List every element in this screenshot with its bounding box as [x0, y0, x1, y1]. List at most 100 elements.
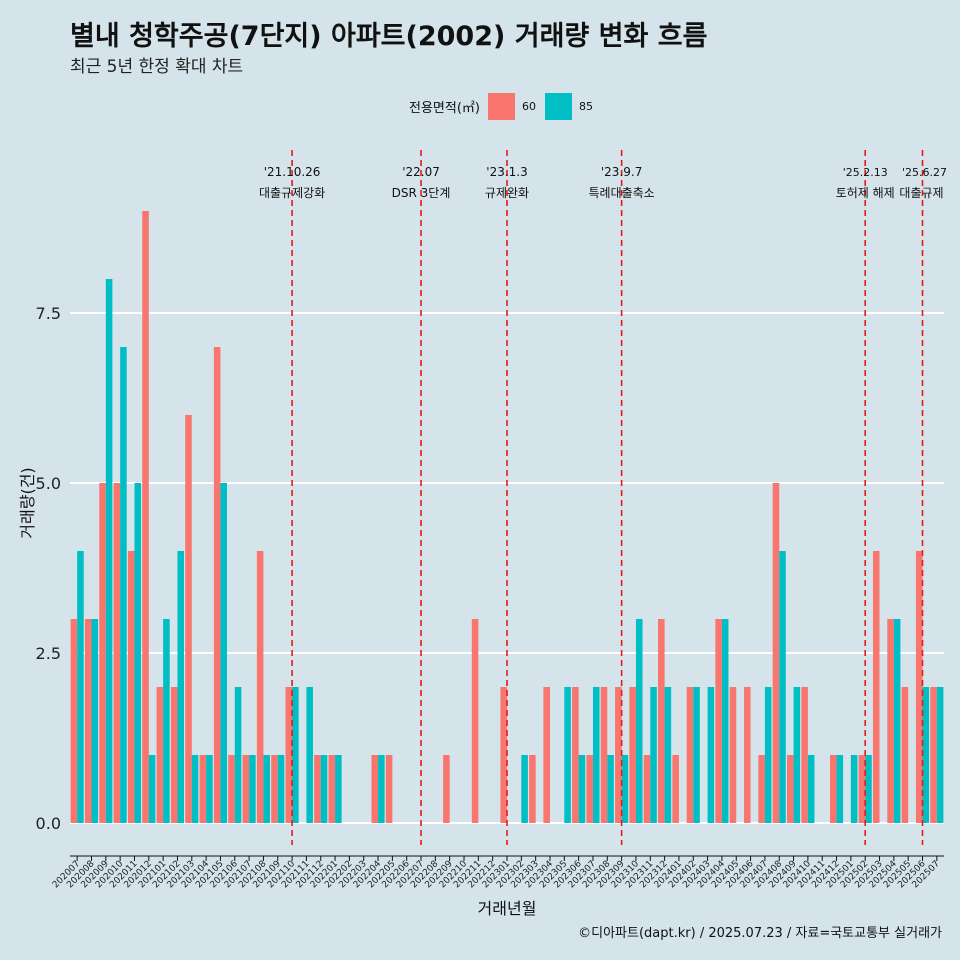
event-label: 대출규제강화: [259, 186, 325, 200]
bar-85-202306: [578, 755, 586, 823]
bar-85-202305: [564, 687, 571, 823]
bar-60-202406: [744, 687, 751, 823]
bar-60-202008: [84, 619, 92, 823]
bar-60-202407: [758, 755, 765, 823]
bar-60-202506: [915, 551, 923, 823]
bar-85-202010: [120, 347, 127, 823]
bar-60-202311: [643, 755, 651, 823]
event-label: 토허제 해제: [836, 186, 895, 200]
bar-85-202112: [320, 755, 328, 823]
bar-85-202412: [836, 755, 844, 823]
bar-85-202504: [893, 619, 901, 823]
bar-60-202112: [314, 755, 321, 823]
bar-85-202107: [249, 755, 256, 823]
bar-60-202103: [185, 415, 192, 823]
event-label: 대출규제: [899, 186, 943, 200]
event-date: '22.07: [402, 165, 440, 179]
chart-subtitle: 최근 5년 한정 확대 차트: [70, 57, 244, 77]
bar-60-202304: [543, 687, 550, 823]
bar-60-202502: [858, 755, 866, 823]
legend-swatch-85: [544, 92, 572, 120]
bar-85-202409: [793, 687, 801, 823]
bar-85-202111: [306, 687, 313, 823]
bar-85-202105: [220, 483, 228, 823]
bar-85-202201: [335, 755, 342, 823]
bar-85-202408: [779, 551, 786, 823]
bar-60-202102: [170, 687, 178, 823]
event-date: '25.2.13: [843, 166, 888, 179]
event-date: '23.9.7: [601, 165, 642, 179]
bar-85-202108: [263, 755, 270, 823]
bar-85-202101: [163, 619, 170, 823]
bar-60-202007: [70, 619, 78, 823]
bar-85-202310: [635, 619, 643, 823]
bar-60-202310: [629, 687, 636, 823]
bar-60-202306: [572, 687, 579, 823]
y-tick-label: 7.5: [36, 304, 61, 323]
bar-60-202010: [113, 483, 121, 823]
bar-60-202402: [686, 687, 694, 823]
bar-85-202103: [191, 755, 199, 823]
bar-85-202506: [922, 687, 930, 823]
bar-60-202301: [500, 687, 507, 823]
bar-60-202209: [443, 755, 450, 823]
bar-60-202504: [887, 619, 894, 823]
bar-85-202404: [721, 619, 729, 823]
bar-85-202011: [134, 483, 142, 823]
bar-60-202105: [213, 347, 221, 823]
bar-60-202104: [199, 755, 207, 823]
bar-85-202307: [592, 687, 600, 823]
y-tick-label: 5.0: [36, 474, 61, 493]
bar-60-202108: [256, 551, 264, 823]
bar-85-202410: [807, 755, 815, 823]
bar-60-202012: [142, 211, 149, 823]
chart-title: 별내 청학주공(7단지) 아파트(2002) 거래량 변화 흐름: [70, 21, 708, 52]
bar-60-202110: [285, 687, 293, 823]
legend-swatch-60: [487, 92, 515, 120]
bar-85-202106: [234, 687, 242, 823]
bar-60-202211: [471, 619, 479, 823]
y-axis-title: 거래량(건): [18, 467, 37, 538]
bar-85-202507: [936, 687, 944, 823]
bar-60-202109: [271, 755, 278, 823]
bar-85-202109: [277, 755, 285, 823]
event-date: '25.6.27: [902, 166, 947, 179]
bar-85-202501: [850, 755, 858, 823]
bar-60-202107: [242, 755, 250, 823]
bar-60-202106: [228, 755, 235, 823]
bar-60-202309: [615, 687, 622, 823]
event-label: 특례대출축소: [588, 186, 654, 200]
bar-85-202012: [148, 755, 156, 823]
bar-60-202408: [772, 483, 780, 823]
source-caption: ©디아파트(dapt.kr) / 2025.07.23 / 자료=국토교통부 실…: [578, 926, 942, 941]
bar-60-202505: [901, 687, 909, 823]
bar-85-202102: [177, 551, 185, 823]
x-axis-title: 거래년월: [478, 899, 537, 918]
bar-60-202308: [600, 687, 608, 823]
bar-60-202303: [529, 755, 536, 823]
legend-title: 전용면적(㎡): [409, 100, 480, 116]
bar-85-202007: [77, 551, 84, 823]
bar-60-202503: [872, 551, 880, 823]
bar-85-202309: [621, 755, 629, 823]
bar-85-202104: [206, 755, 213, 823]
bar-85-202204: [378, 755, 385, 823]
bar-85-202009: [105, 279, 113, 823]
bar-85-202407: [764, 687, 772, 823]
event-label: 규제완화: [485, 186, 529, 200]
bar-60-202412: [829, 755, 837, 823]
bar-60-202507: [930, 687, 937, 823]
bar-60-202205: [385, 755, 393, 823]
legend-label-60: 60: [521, 99, 536, 113]
bar-60-202401: [672, 755, 679, 823]
bar-85-202403: [707, 687, 715, 823]
y-tick-label: 0.0: [36, 814, 61, 833]
bar-60-202410: [801, 687, 808, 823]
legend-label-85: 85: [578, 99, 593, 113]
bar-85-202302: [521, 755, 528, 823]
bar-85-202110: [292, 687, 299, 823]
bar-60-202404: [715, 619, 722, 823]
event-label: DSR 3단계: [392, 186, 451, 200]
legend: 전용면적(㎡) 60 85: [409, 92, 602, 120]
